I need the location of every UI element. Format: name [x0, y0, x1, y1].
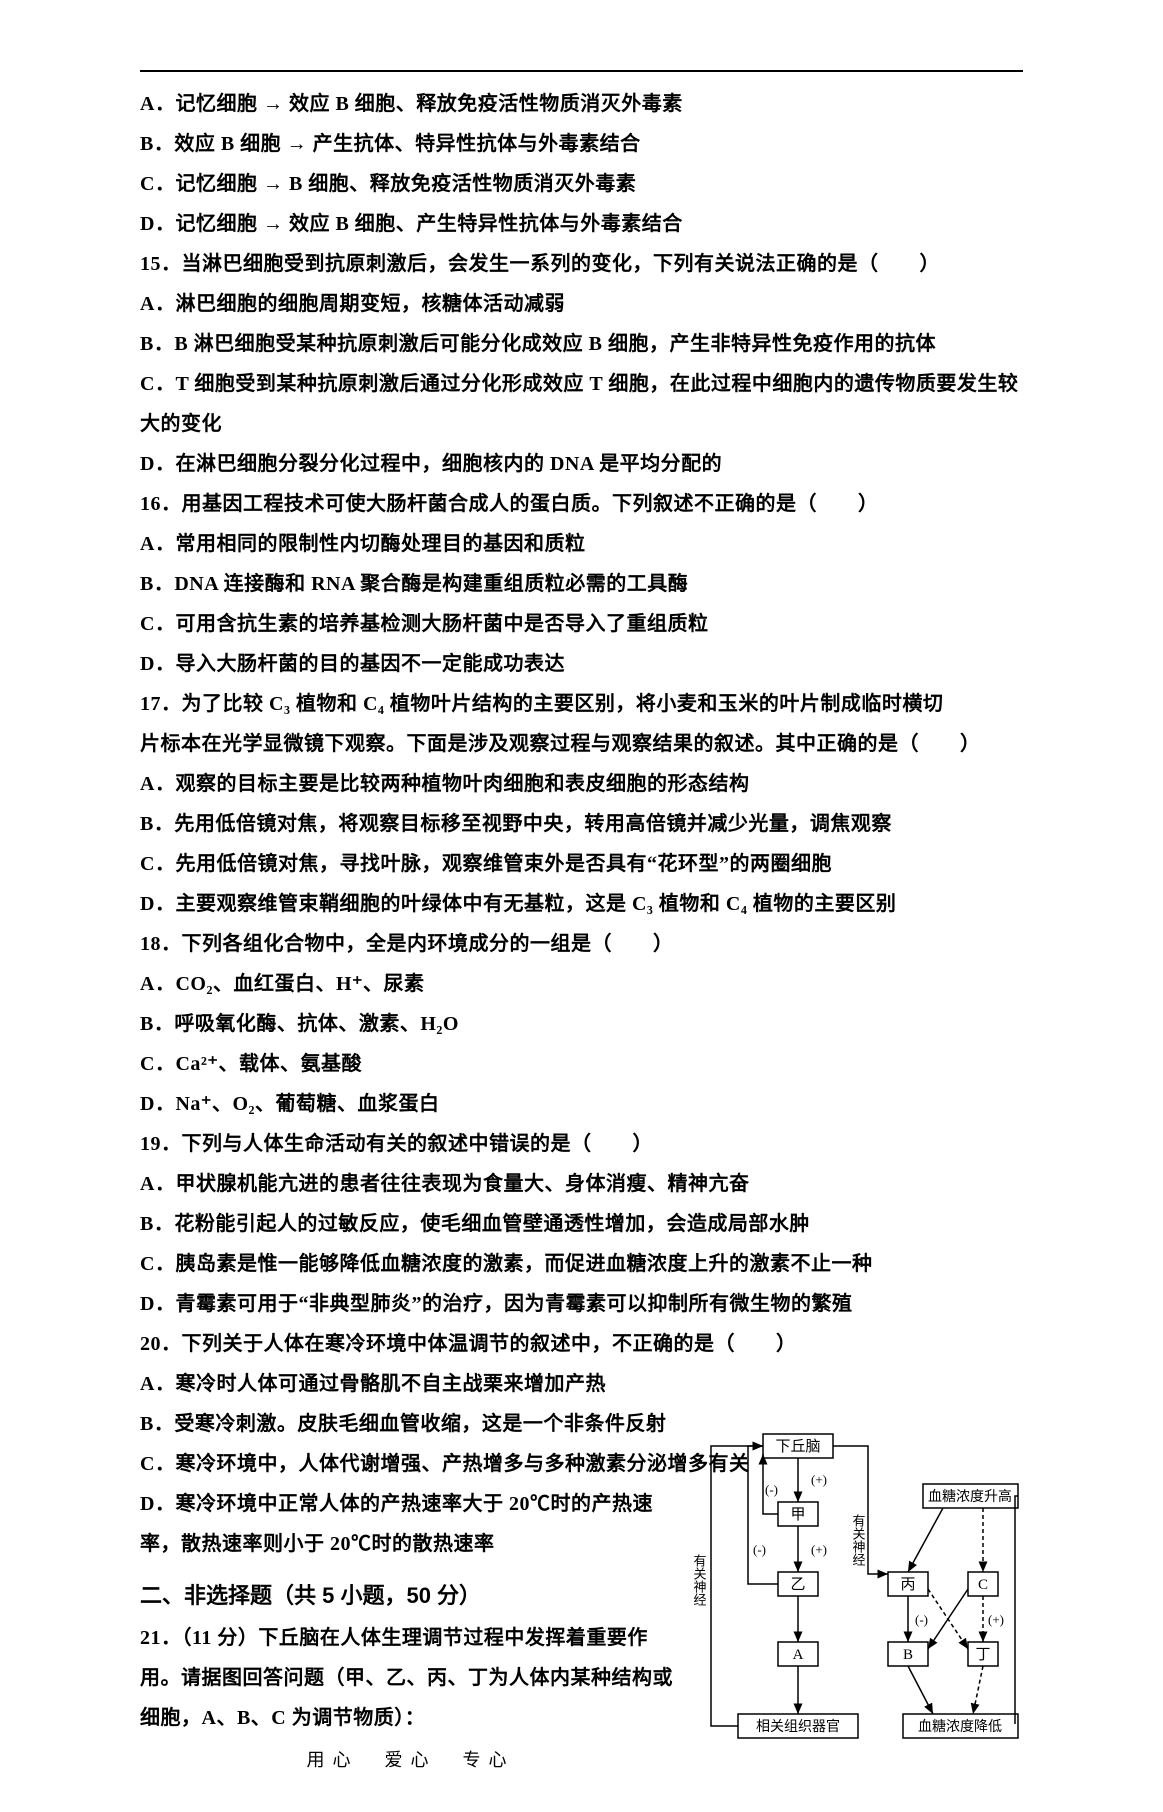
q19-opt-c: C．胰岛素是惟一能够降低血糖浓度的激素，而促进血糖浓度上升的激素不止一种 [140, 1244, 1023, 1284]
q18-opt-c: C．Ca²⁺、载体、氨基酸 [140, 1044, 1023, 1084]
node-down: 血糖浓度降低 [918, 1719, 1002, 1735]
q20-stem: 20．下列关于人体在寒冷环境中体温调节的叙述中，不正确的是（ ） [140, 1324, 1023, 1364]
node-A: A [793, 1647, 804, 1663]
lbl-plus-2: (+) [811, 1542, 827, 1557]
node-up: 血糖浓度升高 [928, 1488, 1012, 1505]
lbl-nerve-l: 有关神经 [693, 1554, 707, 1606]
q16-opt-a: A．常用相同的限制性内切酶处理目的基因和质粒 [140, 524, 1023, 564]
node-jia: 甲 [790, 1507, 805, 1523]
lbl-plus-1: (+) [811, 1472, 827, 1487]
section-2-title: 二、非选择题（共 5 小题，50 分） [140, 1578, 681, 1610]
node-organ: 相关组织器官 [756, 1719, 840, 1735]
q19-opt-a: A．甲状腺机能亢进的患者往往表现为食量大、身体消瘦、精神亢奋 [140, 1164, 1023, 1204]
q17-opt-b: B．先用低倍镜对焦，将观察目标移至视野中央，转用高倍镜并减少光量，调焦观察 [140, 804, 1023, 844]
q17-stem-2: 片标本在光学显微镜下观察。下面是涉及观察过程与观察结果的叙述。其中正确的是（ ） [140, 724, 1023, 764]
q15-opt-b: B．B 淋巴细胞受某种抗原刺激后可能分化成效应 B 细胞，产生非特异性免疫作用的… [140, 324, 1023, 364]
node-C: C [978, 1577, 988, 1593]
q15-stem: 15．当淋巴细胞受到抗原刺激后，会发生一系列的变化，下列有关说法正确的是（ ） [140, 244, 1023, 284]
q21-l1: 21．（11 分）下丘脑在人体生理调节过程中发挥着重要作 [140, 1618, 681, 1658]
q16-opt-d: D．导入大肠杆菌的目的基因不一定能成功表达 [140, 644, 1023, 684]
lbl-minus-2: (-) [765, 1482, 778, 1497]
q20-opt-d-2: 率，散热速率则小于 20℃时的散热速率 [140, 1524, 681, 1564]
page-footer: 用心 爱心 专心 [140, 1746, 681, 1772]
q16-stem: 16．用基因工程技术可使大肠杆菌合成人的蛋白质。下列叙述不正确的是（ ） [140, 484, 1023, 524]
q14-opt-b: B．效应 B 细胞 → 产生抗体、特异性抗体与外毒素结合 [140, 124, 1023, 164]
q18-stem: 18．下列各组化合物中，全是内环境成分的一组是（ ） [140, 924, 1023, 964]
q15-opt-d: D．在淋巴细胞分裂分化过程中，细胞核内的 DNA 是平均分配的 [140, 444, 1023, 484]
node-hypo: 下丘脑 [775, 1438, 820, 1455]
lbl-plus-3: (+) [988, 1612, 1004, 1627]
q16-opt-c: C．可用含抗生素的培养基检测大肠杆菌中是否导入了重组质粒 [140, 604, 1023, 644]
q14-opt-a: A．记忆细胞 → 效应 B 细胞、释放免疫活性物质消灭外毒素 [140, 84, 1023, 124]
q21-l2: 用。请据图回答问题（甲、乙、丙、丁为人体内某种结构或 [140, 1658, 681, 1698]
q19-opt-d: D．青霉素可用于“非典型肺炎”的治疗，因为青霉素可以抑制所有微生物的繁殖 [140, 1284, 1023, 1324]
q14-opt-d: D．记忆细胞 → 效应 B 细胞、产生特异性抗体与外毒素结合 [140, 204, 1023, 244]
q17-opt-d: D．主要观察维管束鞘细胞的叶绿体中有无基粒，这是 C₃ 植物和 C₄ 植物的主要… [140, 884, 1023, 924]
q21-l3: 细胞，A、B、C 为调节物质）： [140, 1698, 681, 1738]
q15-opt-a: A．淋巴细胞的细胞周期变短，核糖体活动减弱 [140, 284, 1023, 324]
q18-opt-b: B．呼吸氧化酶、抗体、激素、H₂O [140, 1004, 1023, 1044]
lbl-minus-1: (-) [753, 1542, 766, 1557]
q15-opt-c: C．T 细胞受到某种抗原刺激后通过分化形成效应 T 细胞，在此过程中细胞内的遗传… [140, 364, 1023, 444]
q17-opt-c: C．先用低倍镜对焦，寻找叶脉，观察维管束外是否具有“花环型”的两圈细胞 [140, 844, 1023, 884]
document-content: A．记忆细胞 → 效应 B 细胞、释放免疫活性物质消灭外毒素 B．效应 B 细胞… [140, 70, 1023, 1772]
q19-stem: 19．下列与人体生命活动有关的叙述中错误的是（ ） [140, 1124, 1023, 1164]
node-yi: 乙 [790, 1577, 805, 1593]
q17-stem-1: 17．为了比较 C₃ 植物和 C₄ 植物叶片结构的主要区别，将小麦和玉米的叶片制… [140, 684, 1023, 724]
q14-opt-c: C．记忆细胞 → B 细胞、释放免疫活性物质消灭外毒素 [140, 164, 1023, 204]
q17-opt-a: A．观察的目标主要是比较两种植物叶肉细胞和表皮细胞的形态结构 [140, 764, 1023, 804]
q20-opt-d-1: D．寒冷环境中正常人体的产热速率大于 20℃时的产热速 [140, 1484, 681, 1524]
lbl-nerve-r: 有关神经 [851, 1514, 866, 1566]
hypothalamus-diagram: 下丘脑 甲 乙 A 相关组织器官 血糖浓度升高 丙 C B [693, 1424, 1023, 1764]
q16-opt-b: B．DNA 连接酶和 RNA 聚合酶是构建重组质粒必需的工具酶 [140, 564, 1023, 604]
node-ding: 丁 [975, 1647, 990, 1663]
lbl-minus-3: (-) [915, 1612, 928, 1627]
q18-opt-d: D．Na⁺、O₂、葡萄糖、血浆蛋白 [140, 1084, 1023, 1124]
node-B: B [903, 1647, 913, 1663]
q19-opt-b: B．花粉能引起人的过敏反应，使毛细血管壁通透性增加，会造成局部水肿 [140, 1204, 1023, 1244]
q20-opt-a: A．寒冷时人体可通过骨骼肌不自主战栗来增加产热 [140, 1364, 1023, 1404]
q18-opt-a: A．CO₂、血红蛋白、H⁺、尿素 [140, 964, 1023, 1004]
node-bing: 丙 [900, 1577, 915, 1593]
